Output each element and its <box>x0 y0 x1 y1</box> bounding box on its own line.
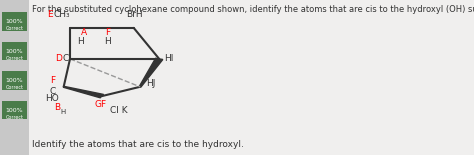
Text: H: H <box>61 109 66 115</box>
Text: H: H <box>104 38 110 46</box>
Text: Identify the atoms that are cis to the hydroxyl.: Identify the atoms that are cis to the h… <box>32 140 244 149</box>
Text: 100%: 100% <box>6 49 23 54</box>
Text: Correct: Correct <box>5 85 23 90</box>
Bar <box>0 0 28 155</box>
Text: BrH: BrH <box>126 10 142 19</box>
Text: F: F <box>51 76 56 85</box>
Bar <box>1 71 27 90</box>
Text: Cl K: Cl K <box>110 106 128 115</box>
Text: 100%: 100% <box>6 78 23 83</box>
Text: CH₃: CH₃ <box>54 10 70 19</box>
Text: B: B <box>55 103 61 112</box>
Text: C: C <box>49 87 56 96</box>
Text: E: E <box>47 10 53 19</box>
Text: H: H <box>77 38 83 46</box>
Text: HI: HI <box>164 54 173 63</box>
Text: F: F <box>105 28 110 37</box>
Text: Correct: Correct <box>5 115 23 120</box>
Text: Correct: Correct <box>5 26 23 31</box>
Text: HO: HO <box>45 94 59 103</box>
Text: D: D <box>55 54 62 63</box>
Polygon shape <box>139 58 163 87</box>
Text: GF: GF <box>94 100 106 109</box>
Bar <box>1 12 27 31</box>
Text: Correct: Correct <box>5 56 23 61</box>
Text: A: A <box>82 28 87 37</box>
Bar <box>1 42 27 60</box>
Text: 100%: 100% <box>6 19 23 24</box>
Text: 100%: 100% <box>6 108 23 113</box>
Text: For the substituted cyclohexane compound shown, identify the atoms that are cis : For the substituted cyclohexane compound… <box>32 5 474 14</box>
Polygon shape <box>63 86 104 98</box>
Text: Cl: Cl <box>63 54 72 63</box>
Bar <box>1 101 27 119</box>
Text: HJ: HJ <box>146 79 155 88</box>
